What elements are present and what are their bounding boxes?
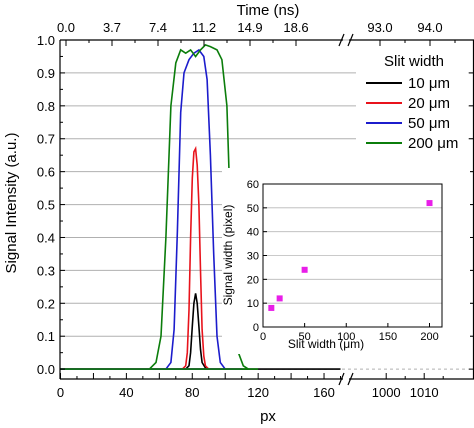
y-tick-label: 0.9 (37, 66, 55, 81)
legend-label-10: 10 μm (408, 75, 450, 92)
inset-data-point (268, 304, 275, 311)
inset-y-tick-label: 40 (247, 227, 259, 239)
y-tick-label: 0.6 (37, 165, 55, 180)
top-tick-label: 7.4 (149, 20, 167, 35)
inset-data-point (276, 295, 283, 302)
series-line-0 (60, 293, 341, 370)
inset-x-tick-label: 0 (260, 331, 266, 343)
x-tick-label: 0 (57, 385, 64, 400)
axis-break-mark (347, 33, 354, 47)
x-tick-label: 160 (313, 385, 335, 400)
legend: Slit width 10 μm 20 μm 50 μm 200 μm (356, 48, 468, 162)
inset-y-tick-label: 50 (247, 203, 259, 215)
inset-data-point (426, 200, 433, 207)
y-axis-label: Signal Intensity (a.u.) (3, 133, 20, 274)
series-line-2 (60, 48, 242, 370)
legend-label-20: 20 μm (408, 95, 450, 112)
x-tick-label: 40 (119, 385, 133, 400)
x-tick-label: 120 (247, 385, 269, 400)
inset-x-tick-label: 50 (299, 331, 311, 343)
top-tick-label: 18.6 (283, 20, 308, 35)
inset-x-axis-label: Slit width (μm) (288, 337, 364, 351)
inset-axes: 0 10 20 30 40 50 60 0 50 100 150 200 (247, 179, 443, 343)
x-tick-label-right: 1000 (372, 385, 401, 400)
legend-label-50: 50 μm (408, 115, 450, 132)
y-tick-label: 0.5 (37, 198, 55, 213)
inset-y-tick-label: 0 (253, 322, 259, 334)
series-line-3 (60, 43, 259, 370)
x-axis-label: px (260, 408, 276, 425)
legend-label-200: 200 μm (408, 135, 458, 152)
y-tick-label: 0.3 (37, 263, 55, 278)
inset-chart: 0 10 20 30 40 50 60 0 50 100 150 200 Slit width (μm… (221, 168, 470, 354)
inset-y-tick-label: 10 (247, 298, 259, 310)
top-tick-label: 94.0 (417, 20, 442, 35)
y-tick-label: 0.8 (37, 99, 55, 114)
inset-x-tick-label: 100 (337, 331, 355, 343)
y-tick-label: 1.0 (37, 33, 55, 48)
legend-title: Slit width (384, 53, 444, 70)
top-tick-label: 14.9 (237, 20, 262, 35)
inset-y-tick-label: 20 (247, 274, 259, 286)
y-tick-label: 0.1 (37, 329, 55, 344)
top-tick-label: 0.0 (57, 20, 75, 35)
y-tick-label: 0.0 (37, 362, 55, 377)
top-tick-label: 3.7 (103, 20, 121, 35)
axis-break-mark (347, 372, 354, 386)
x-tick-label: 80 (185, 385, 199, 400)
top-tick-label: 11.2 (192, 20, 216, 35)
y-tick-label: 0.7 (37, 132, 55, 147)
inset-x-tick-label: 150 (379, 331, 397, 343)
inset-data-point (301, 266, 308, 273)
series-line-1 (60, 145, 242, 370)
inset-y-tick-label: 30 (247, 251, 259, 263)
axis-break-mark (338, 33, 345, 47)
x-tick-label-right: 1010 (410, 385, 439, 400)
inset-y-axis-label: Signal width (pixel) (221, 205, 235, 306)
main-axes: 0.0 0.1 0.2 0.3 0.4 0.5 0.6 0.7 0.8 0.9 1.0 0 40 80 12… (37, 20, 474, 400)
inset-x-tick-label: 200 (420, 331, 438, 343)
inset-points (268, 200, 433, 311)
main-lines (60, 43, 341, 370)
inset-y-tick-label: 60 (247, 179, 259, 191)
top-axis-label: Time (ns) (237, 2, 300, 19)
top-tick-label: 93.0 (367, 20, 392, 35)
y-tick-label: 0.4 (37, 230, 55, 245)
y-tick-label: 0.2 (37, 296, 55, 311)
axis-break-mark (338, 372, 345, 386)
